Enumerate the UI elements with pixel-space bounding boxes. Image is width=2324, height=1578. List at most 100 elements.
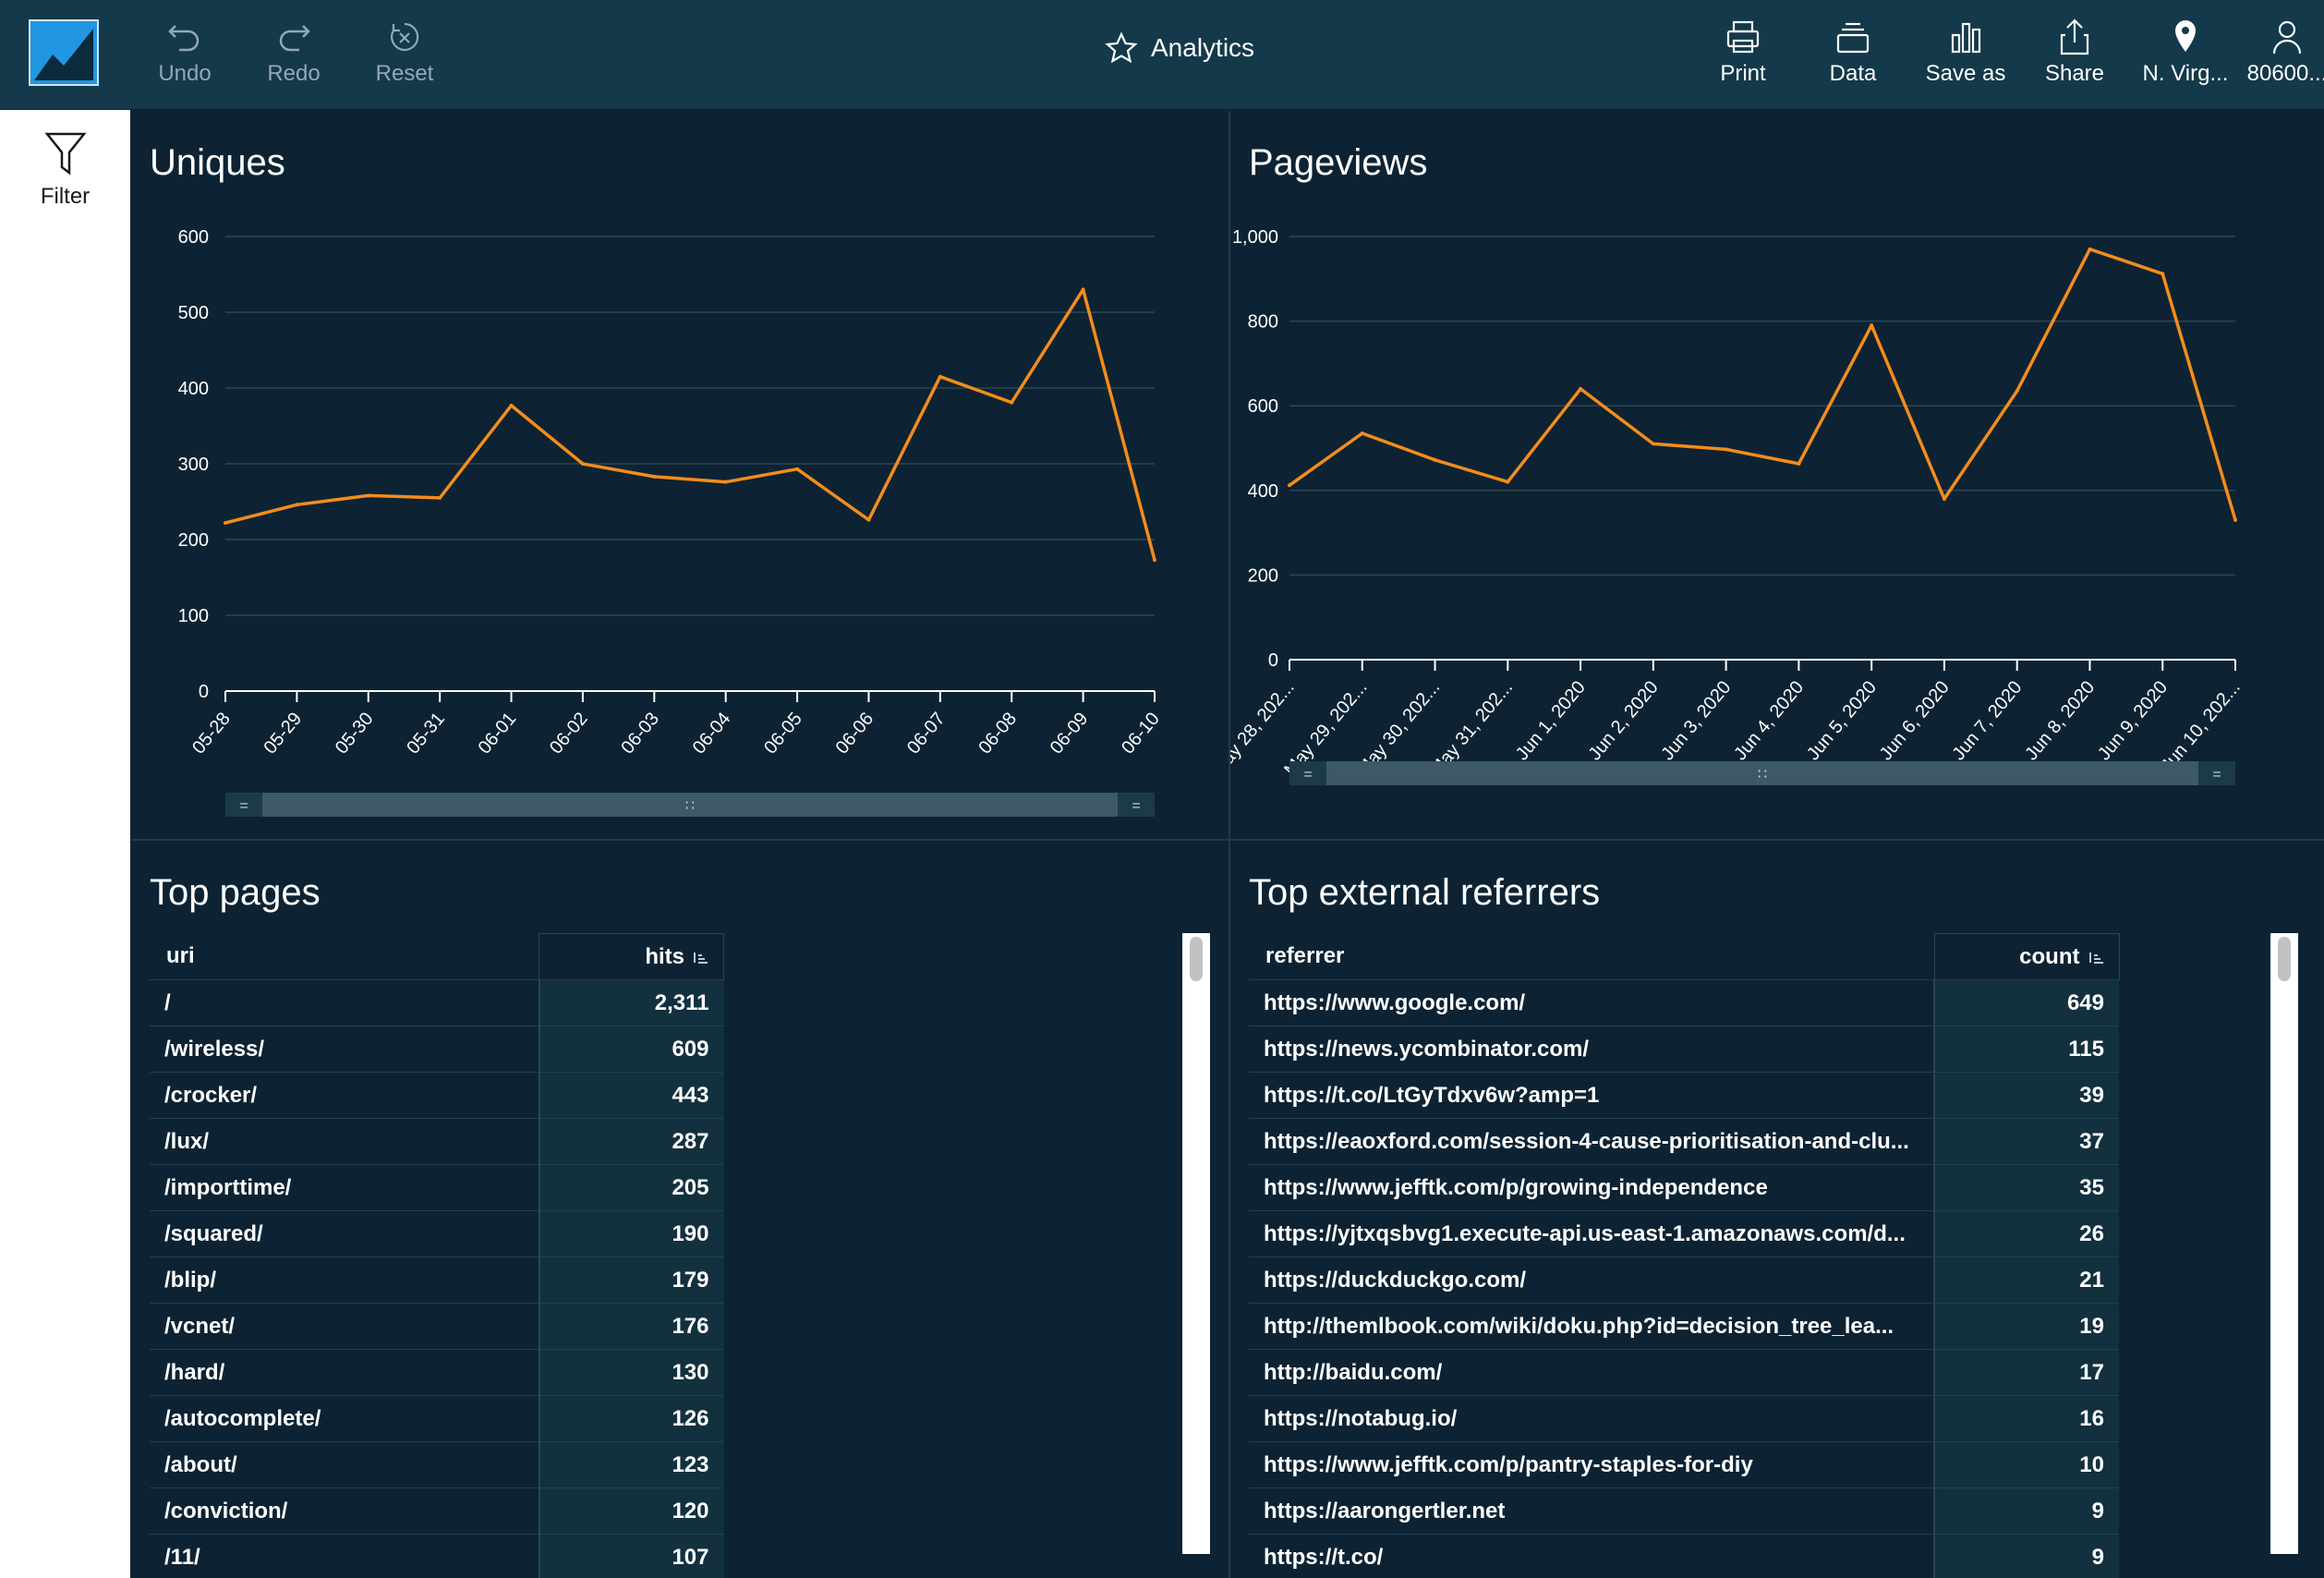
top-pages-visual[interactable]: Top pages uri hits /2,311/wireless/609/c… [131, 841, 1229, 1578]
cell-key[interactable]: /lux/ [150, 1118, 539, 1165]
table-row[interactable]: https://t.co/9 [1249, 1534, 2119, 1578]
column-header-uri[interactable]: uri [150, 933, 539, 980]
cell-value[interactable]: 39 [1933, 1072, 2119, 1119]
account-button[interactable]: 80600... [2247, 17, 2324, 94]
cell-key[interactable]: /conviction/ [150, 1487, 539, 1535]
cell-key[interactable]: https://aarongertler.net [1249, 1487, 1934, 1535]
filter-button[interactable]: Filter [0, 130, 130, 210]
share-button[interactable]: Share [2041, 17, 2108, 94]
table-row[interactable]: https://www.google.com/649 [1249, 979, 2119, 1026]
cell-value[interactable]: 123 [538, 1441, 724, 1488]
print-button[interactable]: Print [1711, 17, 1775, 94]
cell-key[interactable]: https://yjtxqsbvg1.execute-api.us-east-1… [1249, 1210, 1934, 1257]
table-row[interactable]: /lux/287 [150, 1118, 724, 1165]
cell-value[interactable]: 649 [1933, 979, 2119, 1026]
table-row[interactable]: https://news.ycombinator.com/115 [1249, 1026, 2119, 1073]
cell-value[interactable]: 21 [1933, 1256, 2119, 1304]
cell-key[interactable]: /wireless/ [150, 1026, 539, 1073]
cell-key[interactable]: / [150, 979, 539, 1026]
data-button[interactable]: Data [1823, 17, 1882, 94]
top-pages-scrollbar[interactable] [1182, 933, 1210, 1554]
region-button[interactable]: N. Virg... [2136, 17, 2235, 94]
cell-value[interactable]: 35 [1933, 1164, 2119, 1211]
table-row[interactable]: http://themlbook.com/wiki/doku.php?id=de… [1249, 1303, 2119, 1350]
reset-button[interactable]: Reset [373, 17, 436, 94]
cell-value[interactable]: 115 [1933, 1026, 2119, 1073]
top-referrers-visual[interactable]: Top external referrers referrer count ht… [1230, 841, 2324, 1578]
column-header-count[interactable]: count [1933, 933, 2120, 980]
cell-value[interactable]: 37 [1933, 1118, 2119, 1165]
cell-key[interactable]: /hard/ [150, 1349, 539, 1396]
uniques-visual[interactable]: Uniques 0 100 200 300 400 500 600 05-28 05-29 05-… [131, 111, 1229, 839]
cell-key[interactable]: https://news.ycombinator.com/ [1249, 1026, 1934, 1073]
table-row[interactable]: /blip/179 [150, 1256, 724, 1304]
table-row[interactable]: https://notabug.io/16 [1249, 1395, 2119, 1442]
scrollbar-thumb[interactable] [1190, 937, 1203, 981]
cell-key[interactable]: https://duckduckgo.com/ [1249, 1256, 1934, 1304]
cell-value[interactable]: 19 [1933, 1303, 2119, 1350]
sort-icon[interactable] [2088, 951, 2104, 964]
cell-value[interactable]: 176 [538, 1303, 724, 1350]
cell-key[interactable]: /about/ [150, 1441, 539, 1488]
cell-value[interactable]: 179 [538, 1256, 724, 1304]
table-row[interactable]: https://yjtxqsbvg1.execute-api.us-east-1… [1249, 1210, 2119, 1257]
pageviews-visual[interactable]: Pageviews 0 200 400 600 800 1,000 May 28, 202.… [1230, 111, 2324, 839]
cell-key[interactable]: https://t.co/ [1249, 1534, 1934, 1578]
table-row[interactable]: /importtime/205 [150, 1164, 724, 1211]
table-row[interactable]: /11/107 [150, 1534, 724, 1578]
analysis-title[interactable]: Analytics [1105, 31, 1254, 65]
table-row[interactable]: /vcnet/176 [150, 1303, 724, 1350]
cell-key[interactable]: http://themlbook.com/wiki/doku.php?id=de… [1249, 1303, 1934, 1350]
table-row[interactable]: https://t.co/LtGyTdxv6w?amp=1 39 [1249, 1072, 2119, 1119]
cell-value[interactable]: 130 [538, 1349, 724, 1396]
table-row[interactable]: /squared/190 [150, 1210, 724, 1257]
cell-key[interactable]: https://t.co/LtGyTdxv6w?amp=1 [1249, 1072, 1934, 1119]
table-row[interactable]: https://www.jefftk.com/p/pantry-staples-… [1249, 1441, 2119, 1488]
undo-button[interactable]: Undo [155, 17, 214, 94]
cell-key[interactable]: /crocker/ [150, 1072, 539, 1119]
cell-key[interactable]: https://www.google.com/ [1249, 979, 1934, 1026]
cell-value[interactable]: 107 [538, 1534, 724, 1578]
cell-key[interactable]: https://notabug.io/ [1249, 1395, 1934, 1442]
cell-value[interactable]: 443 [538, 1072, 724, 1119]
table-row[interactable]: /wireless/609 [150, 1026, 724, 1073]
table-row[interactable]: https://www.jefftk.com/p/growing-indepen… [1249, 1164, 2119, 1211]
table-row[interactable]: /hard/130 [150, 1349, 724, 1396]
save-as-button[interactable]: Save as [1923, 17, 2008, 94]
cell-value[interactable]: 609 [538, 1026, 724, 1073]
table-row[interactable]: https://eaoxford.com/session-4-cause-pri… [1249, 1118, 2119, 1165]
star-icon[interactable] [1105, 31, 1138, 65]
table-row[interactable]: /about/123 [150, 1441, 724, 1488]
table-row[interactable]: /2,311 [150, 979, 724, 1026]
cell-value[interactable]: 17 [1933, 1349, 2119, 1396]
quicksight-logo[interactable] [29, 19, 99, 86]
cell-value[interactable]: 10 [1933, 1441, 2119, 1488]
redo-button[interactable]: Redo [264, 17, 323, 94]
cell-value[interactable]: 120 [538, 1487, 724, 1535]
column-header-referrer[interactable]: referrer [1249, 933, 1934, 980]
column-header-hits[interactable]: hits [539, 933, 724, 980]
cell-value[interactable]: 26 [1933, 1210, 2119, 1257]
cell-key[interactable]: /blip/ [150, 1256, 539, 1304]
cell-key[interactable]: /autocomplete/ [150, 1395, 539, 1442]
table-row[interactable]: /conviction/120 [150, 1487, 724, 1535]
cell-key[interactable]: /squared/ [150, 1210, 539, 1257]
cell-value[interactable]: 205 [538, 1164, 724, 1211]
cell-value[interactable]: 2,311 [538, 979, 724, 1026]
cell-key[interactable]: /vcnet/ [150, 1303, 539, 1350]
table-row[interactable]: /autocomplete/126 [150, 1395, 724, 1442]
table-row[interactable]: https://aarongertler.net 9 [1249, 1487, 2119, 1535]
cell-value[interactable]: 287 [538, 1118, 724, 1165]
cell-value[interactable]: 9 [1933, 1487, 2119, 1535]
table-row[interactable]: http://baidu.com/17 [1249, 1349, 2119, 1396]
cell-value[interactable]: 16 [1933, 1395, 2119, 1442]
cell-key[interactable]: /11/ [150, 1534, 539, 1578]
top-referrers-scrollbar[interactable] [2270, 933, 2298, 1554]
cell-key[interactable]: https://www.jefftk.com/p/pantry-staples-… [1249, 1441, 1934, 1488]
table-row[interactable]: https://duckduckgo.com/21 [1249, 1256, 2119, 1304]
cell-key[interactable]: https://eaoxford.com/session-4-cause-pri… [1249, 1118, 1934, 1165]
cell-key[interactable]: http://baidu.com/ [1249, 1349, 1934, 1396]
cell-value[interactable]: 9 [1933, 1534, 2119, 1578]
table-row[interactable]: /crocker/443 [150, 1072, 724, 1119]
cell-key[interactable]: /importtime/ [150, 1164, 539, 1211]
